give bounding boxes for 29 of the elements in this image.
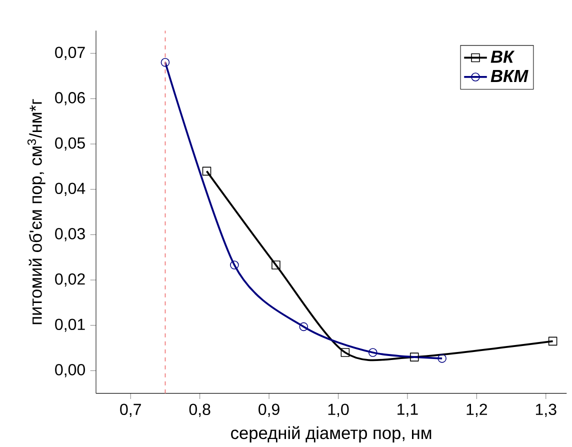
y-tick-label: 0,05 <box>55 137 85 151</box>
point <box>548 336 558 346</box>
point <box>438 354 446 363</box>
point <box>202 166 212 176</box>
point <box>160 58 170 67</box>
y-tick-label: 0,04 <box>55 182 86 196</box>
point <box>368 348 378 357</box>
x-tick-label: 1,0 <box>328 404 349 417</box>
point <box>299 322 308 332</box>
x-axis-title: середній діаметр пор, нм <box>231 426 432 443</box>
legend-label: ВК <box>490 50 515 63</box>
x-tick-label: 0,9 <box>258 404 280 417</box>
y-tick-label: 0,03 <box>55 228 85 242</box>
x-tick-label: 0,8 <box>189 404 210 417</box>
point <box>340 348 350 357</box>
y-tick-label: 0,00 <box>55 364 85 378</box>
x-tick-label: 0,7 <box>120 404 141 417</box>
x-tick-label: 1,1 <box>398 404 418 417</box>
y-axis-title: питомий об'єм пор, см$^{3}$/нм*г <box>27 99 46 324</box>
point <box>410 352 419 362</box>
point <box>272 260 280 270</box>
point <box>230 260 239 270</box>
x-tick-label: 1,2 <box>466 404 487 417</box>
y-tick-label: 0,07 <box>55 46 85 60</box>
x-tick-label: 1,3 <box>536 404 556 417</box>
y-tick-label: 0,02 <box>55 273 85 287</box>
legend-label: ВКМ <box>490 70 528 82</box>
y-tick-label: 0,06 <box>55 92 85 106</box>
y-tick-label: 0,01 <box>55 318 85 332</box>
